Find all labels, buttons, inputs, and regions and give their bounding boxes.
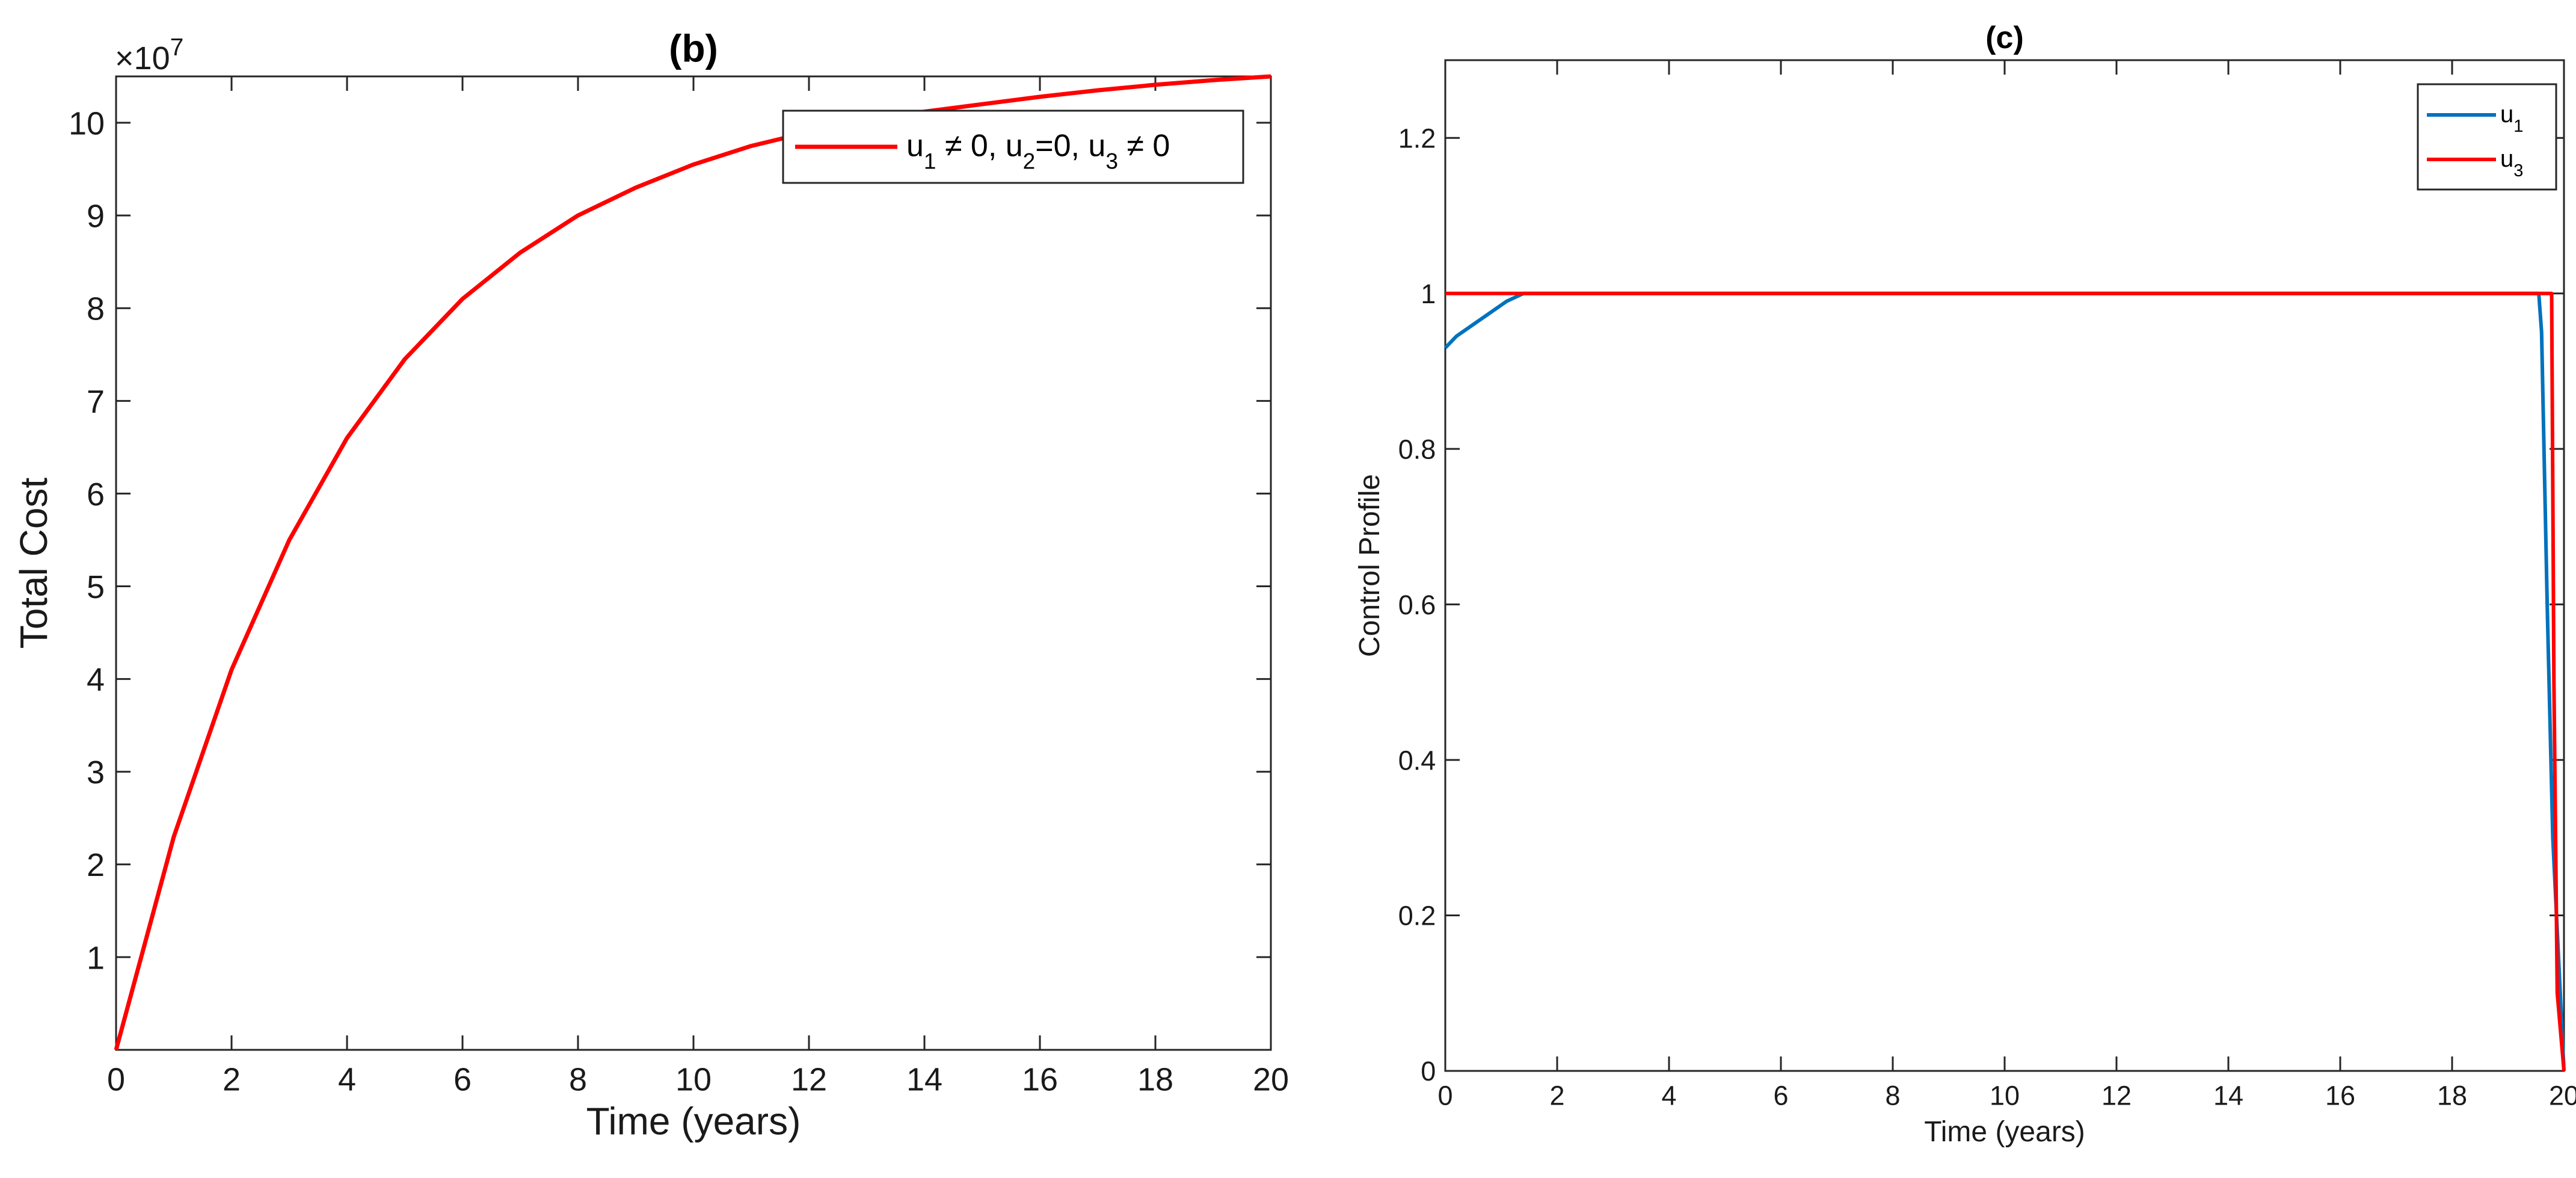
x-tick-label: 20: [2549, 1080, 2576, 1111]
x-tick-label: 18: [1137, 1062, 1173, 1098]
series-line-u1-0-u2-0-u3-0: [114, 74, 1271, 1050]
legend-label: u1 ≠ 0, u2=0, u3 ≠ 0: [906, 129, 1170, 174]
y-tick-label: 0.4: [1398, 745, 1436, 776]
y-tick-label: 0.2: [1398, 901, 1436, 931]
x-tick-label: 0: [107, 1062, 125, 1098]
x-tick-label: 6: [1773, 1080, 1788, 1111]
x-tick-label: 4: [338, 1062, 356, 1098]
y-exponent-base: ×10: [115, 40, 170, 76]
y-tick-label: 3: [87, 754, 105, 791]
legend-label-part: 1: [2513, 117, 2523, 136]
legend-label-part: u: [906, 129, 924, 164]
y-tick-label: 0: [1421, 1056, 1436, 1087]
x-tick-label: 4: [1661, 1080, 1676, 1111]
legend-label-part: 2: [1023, 149, 1036, 173]
y-tick-label: 1: [87, 940, 105, 976]
y-tick-label: 0.8: [1398, 434, 1436, 464]
x-axis-label: Time (years): [586, 1099, 801, 1143]
x-tick-label: 14: [906, 1062, 942, 1098]
legend-label-part: 1: [924, 149, 936, 173]
y-tick-label: 8: [87, 291, 105, 327]
y-tick-label: 5: [87, 569, 105, 605]
y-tick-label: 9: [87, 199, 105, 235]
x-tick-label: 0: [1437, 1080, 1452, 1111]
legend-label-part: ≠ 0: [1118, 129, 1170, 164]
y-tick-label: 7: [87, 384, 105, 420]
legend-box: [782, 109, 1244, 184]
x-tick-label: 12: [791, 1062, 827, 1098]
y-tick-label: 10: [69, 105, 105, 141]
plot-frame: [115, 75, 1272, 1051]
legend-box: [2417, 83, 2557, 191]
legend: u1 ≠ 0, u2=0, u3 ≠ 0: [782, 109, 1244, 184]
x-tick-label: 16: [2325, 1080, 2355, 1111]
legend-label: u3: [2500, 146, 2523, 180]
y-tick-label: 1: [1421, 279, 1436, 309]
y-axis-label: Total Cost: [12, 478, 55, 649]
chart-title: (c): [1985, 20, 2024, 55]
y-exponent-label: ×107: [115, 33, 183, 76]
series-line-u3: [1445, 291, 2566, 1072]
x-tick-label: 14: [2213, 1080, 2243, 1111]
x-tick-label: 8: [569, 1062, 587, 1098]
legend-label: u1: [2500, 101, 2523, 136]
x-tick-label: 12: [2101, 1080, 2132, 1111]
x-tick-label: 10: [1990, 1080, 2020, 1111]
chart-c: 0 2 4 6 8 10 12 14 16 18 20 0 0.2 0.4 0.6 0.8 1 1.2 (c) Tim…: [1354, 20, 2576, 1148]
x-axis-label: Time (years): [1924, 1116, 2085, 1148]
y-tick-label: 2: [87, 847, 105, 883]
legend-label-part: u: [2500, 146, 2513, 172]
y-axis-label: Control Profile: [1354, 474, 1386, 657]
x-tick-label: 20: [1253, 1062, 1289, 1098]
x-tick-label: 18: [2437, 1080, 2467, 1111]
y-exponent-power: 7: [170, 33, 184, 61]
series-line-u1: [1443, 291, 2566, 1072]
y-tick-label: 0.6: [1398, 590, 1436, 620]
legend-label-part: 3: [2513, 161, 2523, 180]
legend-label-part: =0, u: [1035, 129, 1105, 164]
legend-label-part: u: [2500, 101, 2513, 128]
plot-frame: [1444, 59, 2565, 1072]
y-tick-label: 4: [87, 662, 105, 698]
y-tick-label: 6: [87, 476, 105, 513]
x-tick-label: 2: [223, 1062, 241, 1098]
x-tick-label: 8: [1885, 1080, 1900, 1111]
legend-label-part: 3: [1105, 149, 1118, 173]
x-tick-label: 10: [675, 1062, 712, 1098]
x-tick-label: 6: [453, 1062, 472, 1098]
y-tick-label: 1.2: [1398, 123, 1436, 153]
x-tick-label: 2: [1549, 1080, 1564, 1111]
legend-label-part: ≠ 0, u: [936, 129, 1023, 164]
chart-title: (b): [669, 27, 718, 70]
x-tick-label: 16: [1022, 1062, 1058, 1098]
